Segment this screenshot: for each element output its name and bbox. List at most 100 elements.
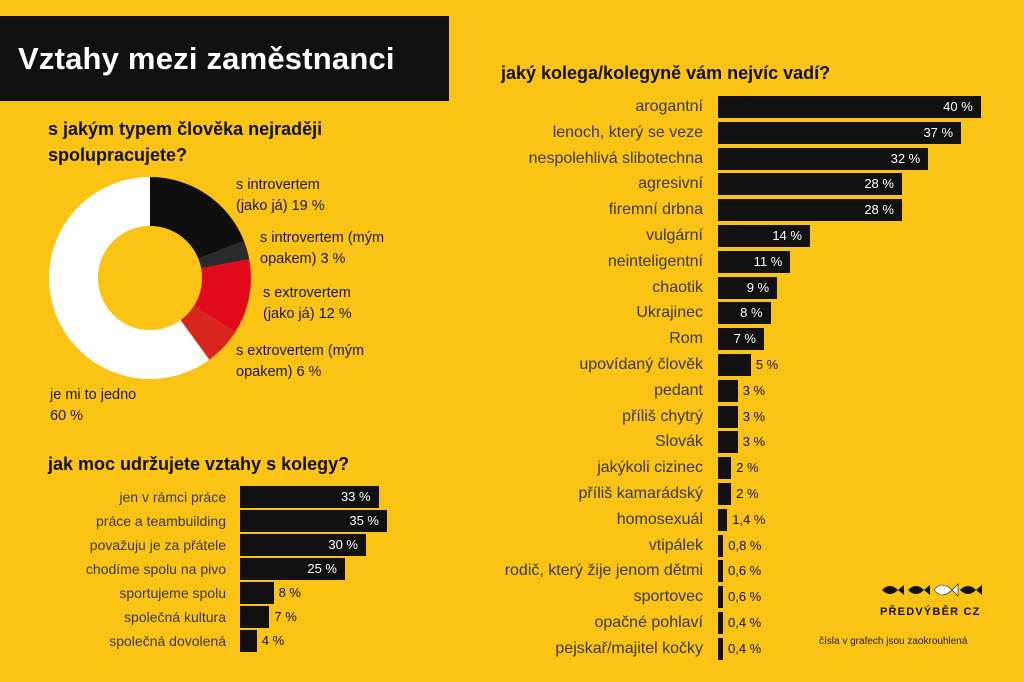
pie-label-value-line: 60 % <box>50 408 84 424</box>
pie-label-1: s introvertem (jako já) 19 % <box>236 175 325 217</box>
bar-value-label: 2 % <box>736 486 759 501</box>
bar <box>718 637 723 660</box>
bar <box>718 508 728 531</box>
relations-chart-title: jak moc udržujete vztahy s kolegy? <box>48 454 350 474</box>
donut-hole <box>98 226 202 330</box>
pie-slice-5 <box>49 177 210 379</box>
bar-value-label: 1,4 % <box>732 511 766 527</box>
bar-value-label: 37 % <box>923 124 954 140</box>
bar <box>240 606 270 628</box>
bar <box>718 96 981 118</box>
bar-category-label: lenoch, který se veze <box>552 123 703 141</box>
bar <box>240 630 257 652</box>
bar-value-label: 0,6 % <box>728 563 762 579</box>
bar-value-label: 35 % <box>349 513 379 528</box>
donut-chart <box>49 177 251 379</box>
bar-value-label: 28 % <box>864 176 894 192</box>
bar-value-label: 7 % <box>274 609 297 624</box>
page-title: Vztahy mezi zaměstnanci <box>0 16 449 101</box>
pie-slice-4 <box>180 305 236 360</box>
bar-category-label: neinteligentní <box>607 252 703 270</box>
bar <box>718 225 810 247</box>
pie-label-line: s introvertem (mým <box>260 230 385 246</box>
bar-value-label: 28 % <box>864 202 894 218</box>
bar-category-label: Ukrajinec <box>636 304 703 322</box>
bar-value-label: 4 % <box>261 633 285 648</box>
bar <box>718 121 962 144</box>
bar-value-label: 7 % <box>733 331 756 347</box>
bar-value-label: 8 % <box>740 305 763 321</box>
bar-value-label: 30 % <box>328 537 358 552</box>
pie-label-value-line: (jako já) 12 % <box>263 306 352 322</box>
bar <box>718 354 751 376</box>
bar-value-label: 0,6 % <box>728 589 762 605</box>
bar-category-label: homosexuál <box>616 510 703 528</box>
bar-value-label: 5 % <box>755 357 779 372</box>
bar <box>240 534 366 556</box>
pie-label-value-line: (jako já) 19 % <box>236 198 325 214</box>
bar-category-label: agresivní <box>638 175 703 193</box>
bar-category-label: práce a teambuilding <box>96 513 226 529</box>
bar-value-label: 0,8 % <box>728 537 762 553</box>
bar-category-label: rodič, který žije jenom dětmi <box>504 562 703 580</box>
pie-label-line: s extrovertem <box>263 285 351 301</box>
logo-text: PŘEDVÝBĚR CZ <box>880 606 981 618</box>
bar-category-label: Slovák <box>654 433 703 451</box>
bar-category-label: nespolehlivá slibotechna <box>528 149 703 167</box>
bar-value-label: 14 % <box>772 228 802 243</box>
bar-value-label: 40 % <box>943 99 973 114</box>
pie-chart-title: s jakým typem člověka nejraději spolupra… <box>48 119 323 165</box>
bar <box>718 586 723 609</box>
bar <box>718 302 771 325</box>
bar <box>718 431 738 454</box>
bar-category-label: jakýkoli cizinec <box>597 459 703 477</box>
bar-category-label: považuju je za přátele <box>89 537 226 553</box>
pie-slice-2 <box>198 240 250 269</box>
bar-value-label: 11 % <box>753 253 783 269</box>
pie-label-4: s extrovertem (mým opakem) 6 % <box>236 341 364 383</box>
bar-category-label: firemní drbna <box>608 201 703 219</box>
bar <box>718 250 791 273</box>
pie-label-5: je mi to jedno 60 % <box>50 385 136 427</box>
bar <box>718 457 732 480</box>
bar <box>718 173 902 196</box>
bar <box>240 486 379 508</box>
bar <box>718 147 929 170</box>
bar-value-label: 2 % <box>736 460 759 476</box>
highlight-fish-icon <box>933 583 959 597</box>
pie-label-2: s introvertem (mým opakem) 3 % <box>260 228 384 270</box>
bar-category-label: pedant <box>654 381 703 399</box>
bar <box>240 558 345 580</box>
bar-category-label: společná kultura <box>124 609 226 625</box>
pie-label-line: s introvertem <box>236 177 320 193</box>
bar-category-label: vtipálek <box>648 536 703 554</box>
pie-slice-1 <box>150 177 244 259</box>
rounding-note: čísla v grafech jsou zaokrouhlená <box>819 636 968 647</box>
pie-label-value-line: opakem) 3 % <box>260 251 346 267</box>
bar-value-label: 9 % <box>746 279 770 295</box>
bar-category-label: arogantní <box>635 98 703 115</box>
bar-category-label: jen v rámci práce <box>119 489 226 505</box>
bar <box>240 510 387 532</box>
bar-category-label: chaotik <box>652 278 703 296</box>
bar-value-label: 3 % <box>742 434 766 450</box>
bar <box>718 534 724 557</box>
bar <box>718 328 764 351</box>
bar-value-label: 25 % <box>307 561 337 576</box>
bar <box>718 199 902 222</box>
bar-category-label: společná dovolená <box>109 633 226 649</box>
bar-value-label: 0,4 % <box>728 615 762 630</box>
bar-value-label: 0,4 % <box>728 640 762 656</box>
bar-category-label: sportovec <box>633 588 703 606</box>
bar <box>718 560 723 583</box>
bar-value-label: 33 % <box>340 489 371 504</box>
bar <box>718 612 723 634</box>
bar-category-label: Rom <box>669 330 703 348</box>
pie-label-value-line: opakem) 6 % <box>236 364 322 380</box>
fish-icon <box>882 585 982 595</box>
pie-label-3: s extrovertem (jako já) 12 % <box>263 283 352 325</box>
bar-category-label: příliš kamarádský <box>578 485 703 502</box>
bar-value-label: 32 % <box>890 150 921 166</box>
bar-value-label: 8 % <box>278 585 301 600</box>
predvyber-logo <box>882 583 982 597</box>
